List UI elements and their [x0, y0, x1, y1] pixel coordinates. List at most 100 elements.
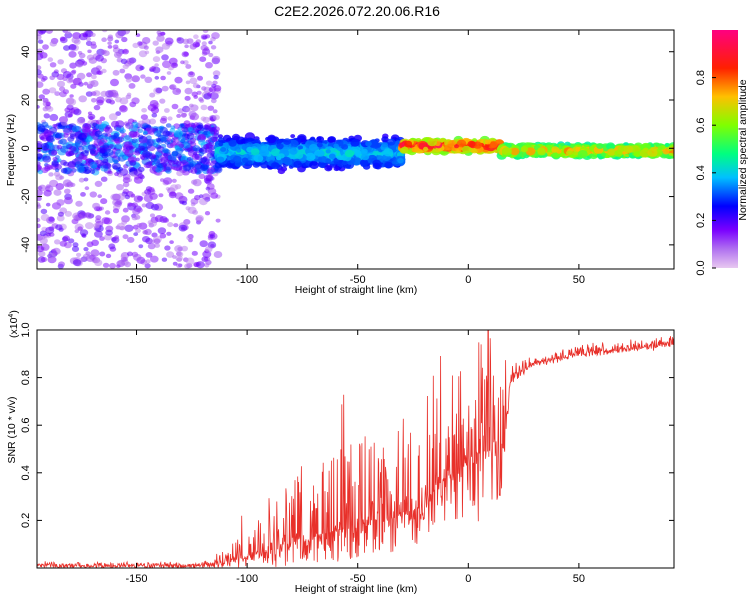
- heatmap-cell: [162, 217, 169, 223]
- heatmap-cell: [89, 150, 96, 155]
- heatmap-cell: [369, 140, 379, 149]
- heatmap-cell: [484, 139, 491, 145]
- heatmap-cell: [81, 159, 87, 164]
- heatmap-cell: [49, 40, 57, 47]
- heatmap-cell: [115, 149, 124, 157]
- heatmap-cell: [62, 76, 68, 81]
- heatmap-cell: [175, 161, 182, 167]
- heatmap-cell: [57, 123, 63, 128]
- heatmap-cell: [132, 208, 141, 215]
- heatmap-cell: [40, 213, 50, 222]
- heatmap-cell: [84, 186, 90, 191]
- heatmap-cell: [43, 189, 52, 197]
- heatmap-cell: [90, 41, 97, 46]
- heatmap-cell: [197, 75, 203, 81]
- heatmap-cell: [260, 145, 268, 151]
- heatmap-cell: [181, 112, 187, 117]
- heatmap-cell: [208, 40, 213, 45]
- heatmap-cell: [138, 134, 144, 140]
- heatmap-cell: [153, 159, 161, 165]
- heatmap-cell: [72, 259, 82, 267]
- colorbar-gradient: [712, 30, 738, 268]
- heatmap-cell: [276, 143, 284, 150]
- heatmap-cell: [60, 120, 68, 126]
- heatmap-cell: [316, 142, 323, 148]
- x-tick-label: -50: [350, 274, 366, 286]
- heatmap-cell: [115, 120, 125, 128]
- heatmap-cell: [149, 100, 159, 108]
- heatmap-cell: [633, 151, 642, 158]
- heatmap-cell: [170, 62, 178, 69]
- heatmap-cell: [140, 74, 146, 79]
- heatmap-cell: [202, 116, 210, 123]
- heatmap-cell: [157, 227, 167, 235]
- heatmap-cell: [86, 241, 94, 248]
- snr-scale-exponent: 4: [8, 314, 15, 318]
- heatmap-cell: [37, 34, 42, 40]
- heatmap-cell: [156, 132, 162, 137]
- heatmap-cell: [383, 148, 394, 157]
- heatmap-cell: [423, 146, 429, 152]
- heatmap-cell: [381, 142, 388, 148]
- heatmap-cell: [270, 148, 281, 157]
- heatmap-cell: [201, 41, 207, 46]
- heatmap-cell: [128, 166, 136, 172]
- heatmap-cell: [551, 148, 557, 153]
- heatmap-cell: [159, 117, 167, 124]
- heatmap-cell: [171, 213, 177, 218]
- heatmap-cell: [149, 213, 156, 218]
- heatmap-cell: [135, 157, 140, 162]
- heatmap-cell: [101, 37, 107, 42]
- heatmap-cell: [37, 39, 44, 44]
- heatmap-cell: [110, 78, 119, 87]
- y-tick-label: 0.2: [20, 513, 32, 528]
- heatmap-cell: [198, 130, 204, 135]
- snr-ticks: -150 -100 -50 0 50 0.2 0.4 0.6 0.8 1.0: [20, 322, 674, 585]
- heatmap-cell: [187, 126, 193, 131]
- heatmap-cell: [186, 156, 194, 163]
- heatmap-cell: [127, 202, 133, 207]
- heatmap-cell: [202, 193, 211, 201]
- heatmap-cell: [614, 149, 623, 157]
- heatmap-cell: [207, 105, 215, 111]
- heatmap-cell: [69, 94, 74, 98]
- heatmap-cell: [62, 71, 72, 78]
- heatmap-cell: [132, 42, 139, 49]
- y-tick-label: 0.8: [20, 370, 32, 385]
- heatmap-cell: [89, 161, 98, 169]
- heatmap-cell: [386, 138, 396, 146]
- heatmap-cell: [146, 124, 151, 129]
- heatmap-cell: [69, 132, 76, 138]
- heatmap-cell: [215, 218, 221, 223]
- heatmap-cell: [97, 194, 102, 199]
- heatmap-cell: [94, 180, 103, 187]
- x-tick-label: -150: [126, 274, 148, 286]
- x-tick-label: -100: [236, 573, 258, 585]
- heatmap-cell: [90, 91, 97, 96]
- heatmap-cell: [145, 201, 155, 210]
- heatmap-cell: [37, 204, 42, 209]
- heatmap-cell: [384, 161, 393, 169]
- heatmap-cell: [318, 155, 327, 163]
- heatmap-cell: [166, 231, 172, 236]
- heatmap-cell: [56, 158, 62, 163]
- heatmap-cell: [144, 50, 150, 55]
- heatmap-cell: [122, 181, 130, 188]
- heatmap-cell: [82, 166, 92, 175]
- heatmap-cell: [87, 111, 93, 116]
- heatmap-cell: [67, 113, 73, 118]
- heatmap-cell: [49, 75, 55, 81]
- x-tick-label: 0: [465, 274, 471, 286]
- heatmap-cell: [132, 142, 140, 148]
- snr-series-line: [37, 330, 674, 568]
- heatmap-cell: [105, 125, 111, 130]
- heatmap-cell: [125, 77, 132, 83]
- heatmap-cell: [68, 44, 77, 51]
- heatmap-cell: [170, 184, 179, 192]
- heatmap-cell: [138, 244, 144, 249]
- heatmap-cell: [200, 164, 209, 171]
- heatmap-cell: [161, 257, 168, 262]
- heatmap-cell: [116, 199, 123, 205]
- x-tick-label: 50: [573, 274, 585, 286]
- heatmap-cell: [153, 143, 159, 148]
